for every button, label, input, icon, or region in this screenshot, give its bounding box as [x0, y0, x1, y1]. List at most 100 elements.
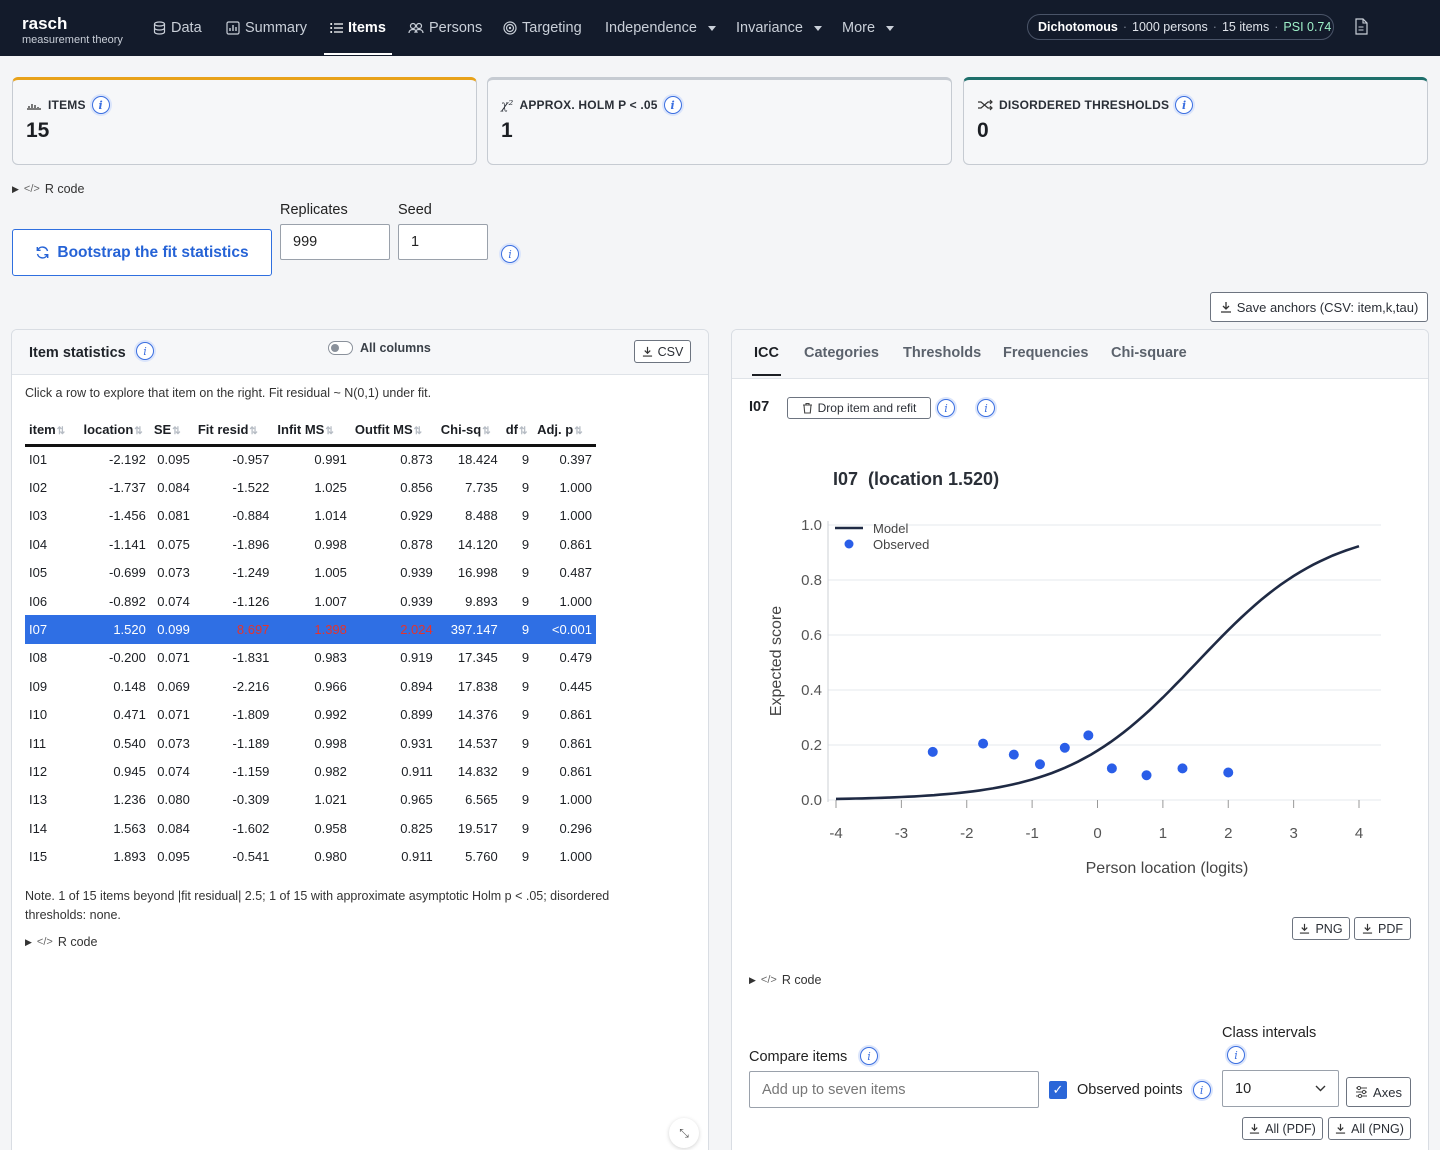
observed-point [927, 746, 938, 757]
column-header[interactable]: Fit resid⇅ [193, 415, 274, 447]
pdf-button[interactable]: PDF [1354, 917, 1411, 940]
column-header[interactable]: Adj. p⇅ [533, 415, 596, 447]
seed-input[interactable]: 1 [398, 224, 488, 260]
table-cell: 1.000 [559, 480, 592, 496]
info-icon[interactable]: i [91, 96, 110, 114]
nav-summary[interactable]: Summary [226, 0, 307, 56]
table-row[interactable]: I06 -0.892 0.074 -1.126 1.007 0.939 9.893 9 1.00… [25, 587, 596, 615]
csv-button[interactable]: CSV [634, 340, 691, 363]
table-cell: 14.376 [457, 707, 498, 723]
save-anchors-button[interactable]: Save anchors (CSV: item,k,tau) [1210, 292, 1428, 322]
table-row[interactable]: I13 1.236 0.080 -0.309 1.021 0.965 6.565 9 1.000 [25, 786, 596, 814]
drop-item-button[interactable]: Drop item and refit [787, 397, 931, 419]
all-png-button[interactable]: All (PNG) [1328, 1117, 1411, 1140]
table-cell: 1.398 [273, 615, 351, 644]
kpi-holm-label: APPROX. HOLM P < .05 [519, 98, 658, 112]
column-header[interactable]: Outfit MS⇅ [350, 415, 437, 447]
nav-targeting[interactable]: Targeting [503, 0, 582, 56]
r-code-toggle[interactable]: ▶ </> R code [25, 935, 97, 949]
table-row[interactable]: I08 -0.200 0.071 -1.831 0.983 0.919 17.345 9 0.4… [25, 644, 596, 672]
sort-icon[interactable]: ⇅ [518, 425, 528, 437]
info-icon[interactable]: i [663, 96, 682, 114]
brand-logo[interactable]: rasch measurement theory [22, 15, 123, 47]
r-code-toggle[interactable]: ▶ </> R code [749, 973, 821, 987]
sort-icon[interactable]: ⇅ [482, 425, 491, 437]
column-header[interactable]: location⇅ [79, 415, 150, 447]
observed-point [1008, 749, 1019, 760]
download-icon [1362, 923, 1373, 934]
model-curve [835, 544, 1360, 801]
tab-categories[interactable]: Categories [804, 345, 879, 361]
all-pdf-button[interactable]: All (PDF) [1242, 1117, 1323, 1140]
tab-thresholds[interactable]: Thresholds [903, 345, 982, 361]
info-icon[interactable]: i [1227, 1046, 1245, 1064]
replicates-label: Replicates [280, 202, 348, 218]
info-icon[interactable]: i [136, 342, 154, 360]
r-code-toggle[interactable]: ▶ </> R code [12, 182, 84, 196]
table-row[interactable]: I04 -1.141 0.075 -1.896 0.998 0.878 14.120 9 0.8… [25, 530, 596, 558]
sort-icon[interactable]: ⇅ [172, 425, 181, 437]
info-icon[interactable]: i [1175, 96, 1194, 114]
tab-icc[interactable]: ICC [752, 345, 781, 376]
table-row[interactable]: I10 0.471 0.071 -1.809 0.992 0.899 14.376 9 0.86… [25, 701, 596, 729]
compare-items-input[interactable]: Add up to seven items [749, 1071, 1039, 1108]
column-header[interactable]: SE⇅ [149, 415, 194, 447]
table-row[interactable]: I11 0.540 0.073 -1.189 0.998 0.931 14.537 9 0.86… [25, 729, 596, 757]
expand-icon[interactable]: ⤡ [669, 1118, 699, 1148]
nav-data[interactable]: Data [153, 0, 202, 56]
sort-icon[interactable]: ⇅ [325, 425, 334, 437]
info-icon[interactable]: i [1192, 1081, 1211, 1099]
item-id-cell: I11 [29, 735, 47, 751]
sort-icon[interactable]: ⇅ [413, 425, 423, 437]
table-row[interactable]: I12 0.945 0.074 -1.159 0.982 0.911 14.832 9 0.86… [25, 757, 596, 785]
column-header[interactable]: df⇅ [501, 415, 534, 447]
toggle-switch[interactable] [328, 341, 353, 355]
observed-points-checkbox[interactable]: ✓ Observed points i [1049, 1081, 1211, 1099]
tab-chi-square[interactable]: Chi-square [1111, 345, 1187, 361]
png-label: PNG [1315, 921, 1343, 936]
table-cell: 0.929 [400, 508, 433, 524]
class-intervals-select[interactable]: 10 [1222, 1070, 1339, 1107]
all-columns-toggle[interactable]: All columns [328, 341, 431, 355]
table-row[interactable]: I03 -1.456 0.081 -0.884 1.014 0.929 8.488 9 1.00… [25, 502, 596, 530]
nav-more[interactable]: More [842, 0, 895, 56]
sort-icon[interactable]: ⇅ [249, 425, 258, 437]
bootstrap-button[interactable]: Bootstrap the fit statistics [12, 229, 272, 276]
item-statistics-title: Item statistics [29, 345, 126, 361]
info-icon[interactable]: i [937, 399, 955, 417]
info-icon[interactable]: i [501, 245, 519, 263]
document-icon[interactable] [1354, 18, 1368, 35]
tab-frequencies[interactable]: Frequencies [1003, 345, 1089, 361]
nav-invariance[interactable]: Invariance [736, 0, 822, 56]
sort-icon[interactable]: ⇅ [56, 425, 66, 437]
table-row[interactable]: I01 -2.192 0.095 -0.957 0.991 0.873 18.424 9 0.3… [25, 445, 596, 473]
png-button[interactable]: PNG [1292, 917, 1350, 940]
item-id-cell: I13 [29, 792, 48, 808]
nav-items[interactable]: Items [324, 0, 392, 56]
table-row[interactable]: I09 0.148 0.069 -2.216 0.966 0.894 17.838 9 0.44… [25, 672, 596, 700]
table-row[interactable]: I05 -0.699 0.073 -1.249 1.005 0.939 16.998 9 0.4… [25, 559, 596, 587]
sort-icon[interactable]: ⇅ [134, 425, 143, 437]
info-icon[interactable]: i [860, 1047, 878, 1065]
table-cell: 0.075 [157, 536, 190, 552]
pdf-label: PDF [1378, 921, 1403, 936]
sort-icon[interactable]: ⇅ [574, 425, 583, 437]
x-tick-label: 0 [1093, 825, 1101, 842]
table-cell: 0.071 [157, 707, 190, 723]
column-header[interactable]: Chi-sq⇅ [436, 415, 502, 447]
column-header[interactable]: item⇅ [25, 415, 80, 447]
nav-persons[interactable]: Persons [408, 0, 482, 56]
nav-independence[interactable]: Independence [605, 0, 716, 56]
table-row[interactable]: I15 1.893 0.095 -0.541 0.980 0.911 5.760 9 1.000 [25, 842, 596, 870]
table-cell: 0.965 [400, 792, 433, 808]
info-icon[interactable]: i [977, 399, 995, 417]
trash-icon [802, 402, 812, 414]
table-row[interactable]: I07 1.520 0.099 8.697 1.398 2.024 397.147 9 <0.0… [25, 615, 596, 644]
table-cell: 0.099 [149, 615, 194, 644]
checkmark-icon[interactable]: ✓ [1049, 1081, 1067, 1099]
axes-button[interactable]: Axes [1346, 1077, 1411, 1107]
column-header[interactable]: Infit MS⇅ [273, 415, 351, 447]
table-row[interactable]: I14 1.563 0.084 -1.602 0.958 0.825 19.517 9 0.29… [25, 814, 596, 842]
replicates-input[interactable]: 999 [280, 224, 390, 260]
table-row[interactable]: I02 -1.737 0.084 -1.522 1.025 0.856 7.735 9 1.00… [25, 473, 596, 501]
